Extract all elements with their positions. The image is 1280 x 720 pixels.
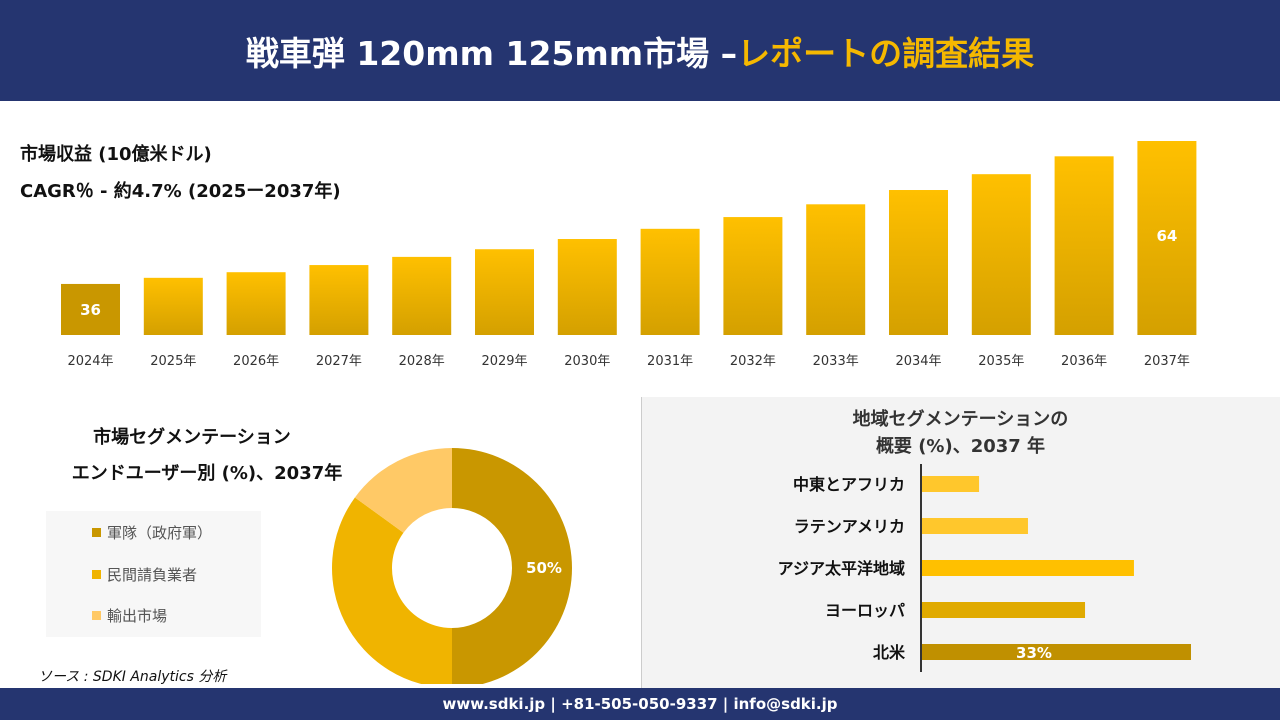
year-tick-label: 2026年 bbox=[233, 354, 279, 369]
cagr-subtitle: CAGR％ - 約4.7% (2025ー2037年) bbox=[20, 181, 341, 202]
legend-label: 輸出市場 bbox=[107, 607, 168, 625]
year-tick-label: 2030年 bbox=[564, 354, 610, 369]
year-tick-label: 2029年 bbox=[481, 354, 527, 369]
revenue-bar bbox=[640, 228, 700, 335]
year-tick-label: 2032年 bbox=[730, 354, 776, 369]
legend-swatch bbox=[92, 611, 101, 620]
legend-item: 軍隊（政府軍） bbox=[92, 522, 212, 543]
slice-value-label: 50% bbox=[526, 559, 562, 577]
region-label: 北米 bbox=[873, 643, 906, 662]
year-tick-label: 2035年 bbox=[978, 354, 1024, 369]
title-main: 戦車弾 120mm 125mm市場 – bbox=[245, 33, 738, 73]
year-tick-label: 2037年 bbox=[1144, 354, 1190, 369]
legend-label: 民間請負業者 bbox=[107, 566, 198, 584]
bar-value-label: 33% bbox=[1016, 644, 1052, 662]
year-tick-label: 2025年 bbox=[150, 354, 196, 369]
region-bar bbox=[922, 602, 1086, 618]
revenue-bar bbox=[1137, 141, 1197, 335]
revenue-bar bbox=[309, 265, 369, 335]
revenue-bar bbox=[392, 256, 452, 335]
region-bar bbox=[922, 560, 1134, 576]
revenue-chart-title: 市場収益 (10億米ドル) bbox=[20, 144, 212, 165]
revenue-bar bbox=[889, 190, 948, 335]
donut-slice bbox=[354, 448, 452, 533]
region-panel bbox=[641, 397, 1280, 688]
region-label: アジア太平洋地域 bbox=[778, 559, 905, 578]
legend-swatch bbox=[92, 570, 101, 579]
region-label: 中東とアフリカ bbox=[793, 475, 905, 494]
region-title-2: 概要 (%)、2037 年 bbox=[875, 436, 1046, 457]
revenue-bar bbox=[226, 272, 286, 335]
revenue-bar bbox=[723, 217, 783, 335]
year-tick-label: 2028年 bbox=[399, 354, 445, 369]
revenue-bar bbox=[971, 174, 1031, 335]
revenue-bar bbox=[143, 277, 203, 335]
legend-label: 軍隊（政府軍） bbox=[107, 524, 213, 542]
revenue-bar bbox=[557, 239, 617, 335]
bar-value-label: 64 bbox=[1156, 227, 1177, 245]
donut-slice bbox=[332, 497, 452, 684]
region-bar bbox=[922, 518, 1028, 534]
year-tick-label: 2033年 bbox=[813, 354, 859, 369]
year-tick-label: 2027年 bbox=[316, 354, 362, 369]
end-user-donut-chart: 50% bbox=[332, 448, 572, 684]
region-bar bbox=[922, 644, 1191, 660]
legend-swatch bbox=[92, 528, 101, 537]
revenue-bar bbox=[61, 283, 120, 335]
legend-item: 輸出市場 bbox=[92, 605, 167, 626]
footer-contact: www.sdki.jp | +81-505-050-9337 | info@sd… bbox=[0, 688, 1280, 720]
region-label: ヨーロッパ bbox=[825, 601, 905, 620]
title-accent: レポートの調査結果 bbox=[737, 33, 1035, 73]
legend-item: 民間請負業者 bbox=[92, 564, 197, 585]
source-note: ソース : SDKI Analytics 分析 bbox=[38, 669, 227, 685]
header-banner: 戦車弾 120mm 125mm市場 – レポートの調査結果 bbox=[0, 0, 1280, 101]
year-tick-label: 2034年 bbox=[895, 354, 941, 369]
revenue-bar bbox=[1054, 156, 1114, 335]
year-tick-label: 2024年 bbox=[67, 354, 113, 369]
pie-title-1: 市場セグメンテーション bbox=[93, 427, 291, 448]
year-tick-label: 2036年 bbox=[1061, 354, 1107, 369]
pie-title-2: エンドユーザー別 (%)、2037年 bbox=[71, 463, 343, 484]
revenue-bar bbox=[806, 204, 866, 335]
region-label: ラテンアメリカ bbox=[794, 517, 905, 536]
revenue-bar bbox=[475, 249, 534, 335]
pie-legend bbox=[46, 511, 261, 637]
region-bar bbox=[922, 476, 980, 492]
year-tick-label: 2031年 bbox=[647, 354, 693, 369]
bar-value-label: 36 bbox=[80, 301, 101, 319]
donut-slice bbox=[452, 448, 572, 684]
region-title-1: 地域セグメンテーションの bbox=[852, 409, 1069, 430]
